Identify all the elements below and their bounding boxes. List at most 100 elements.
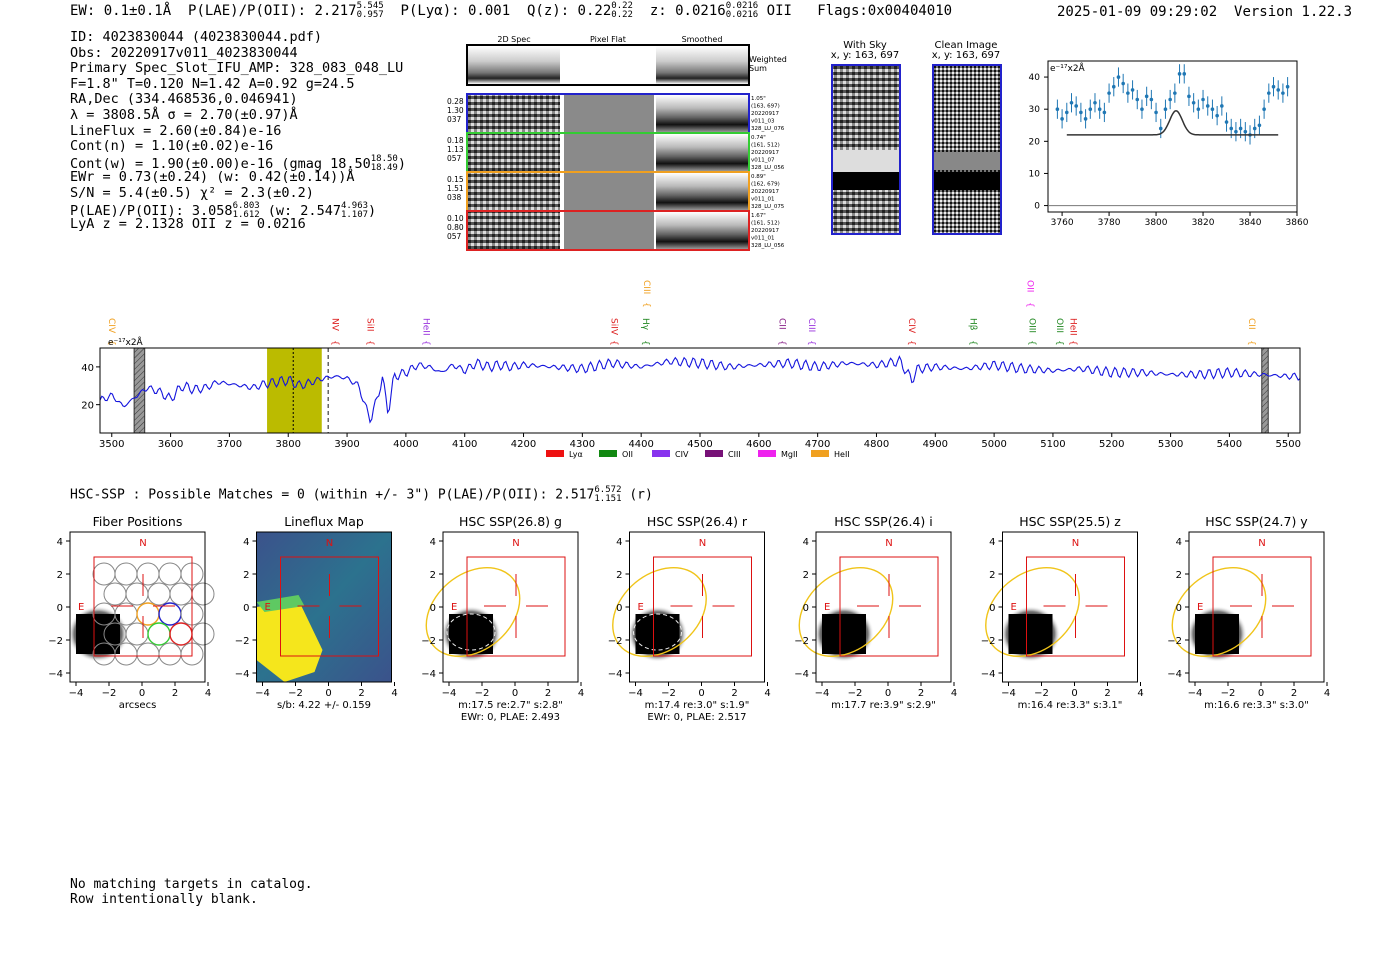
header-meta: 2025-01-09 09:29:02 Version 1.22.3: [1057, 4, 1352, 20]
hsc-ytick-label: −2: [1167, 636, 1182, 647]
fit-point: [1102, 110, 1107, 115]
cutout-flat: [564, 173, 654, 210]
cutout-right-label: 20220917: [751, 150, 779, 156]
east-label: E: [638, 602, 644, 613]
hsc-panel: Lineflux Map N E −4 −2 0 2 4 4 2 0 −2 −4 s/b: 4.22 +/…: [235, 514, 398, 711]
fit-point: [1210, 107, 1215, 111]
hsc-xtick-label: 4: [578, 688, 584, 699]
col-flat-label: Pixel Flat: [590, 35, 626, 44]
fit-point: [1093, 100, 1097, 105]
with-sky-title: With Sky: [843, 40, 887, 51]
spectral-line-name: CIV: [906, 318, 916, 334]
cutout-right-label: 328_LU_056: [751, 165, 785, 171]
cutout-right-label: 328_LU_056: [751, 243, 785, 249]
legend-label: OII: [622, 450, 633, 459]
hsc-ytick-label: 0: [989, 603, 995, 614]
fit-point: [1140, 107, 1144, 111]
hsc-ytick-label: 0: [1176, 603, 1182, 614]
hsc-panel-title: HSC SSP(26.4) r: [647, 514, 748, 529]
weighted-label: Weighted: [749, 55, 787, 64]
fit-point: [1083, 117, 1088, 121]
fit-point: [1163, 107, 1168, 111]
cutout-left-label: 057: [447, 154, 462, 163]
hsc-xtick-label: 0: [325, 688, 331, 699]
fit-point: [1238, 126, 1243, 131]
hsc-ytick-label: 2: [243, 570, 249, 581]
legend-label: CIII: [728, 450, 741, 459]
z-line: OII: [766, 3, 792, 19]
cutout-left-label: 0.28: [447, 97, 464, 106]
catalog-aperture-ellipse: [1171, 566, 1267, 658]
detection-info: ID: 4023830044 (4023830044.pdf) Obs: 202…: [70, 29, 406, 233]
hsc-ytick-label: −2: [421, 636, 436, 647]
spec-xtick-label: 4600: [746, 439, 771, 450]
east-label: E: [824, 602, 830, 613]
spectral-line-brace: {: [420, 340, 430, 346]
hsc-xtick-label: −2: [1221, 688, 1236, 699]
spectral-line-name: OIII: [1026, 318, 1036, 333]
spec-xtick-label: 5100: [1040, 439, 1065, 450]
fit-point: [1267, 91, 1271, 95]
cutout-left-label: 0.10: [447, 214, 464, 223]
spectral-line-brace: {: [609, 340, 619, 346]
spectral-line-label: CII {: [1246, 318, 1256, 346]
aperture-box: [839, 556, 939, 657]
hsc-ytick-label: 4: [430, 537, 436, 548]
legend-swatch: [599, 450, 617, 457]
hsc-xtick-label: −4: [815, 688, 830, 699]
hsc-title: HSC-SSP : Possible Matches = 0 (within +…: [70, 485, 653, 504]
cutout-left-label: 0.18: [447, 136, 464, 145]
legend-swatch: [652, 450, 670, 457]
info-ewr: EWr = 0.73(±0.24) (w: 0.42(±0.14))Å: [70, 169, 355, 186]
hsc-xtick-label: 2: [1104, 688, 1110, 699]
catalog-note-line2: Row intentionally blank.: [70, 892, 258, 907]
info-contw: Cont(w) = 1.90(±0.00)e-16 (gmag 18.50 18.…: [70, 153, 406, 173]
cutout-left-label: 057: [447, 232, 462, 241]
legend-swatch: [811, 450, 829, 457]
hsc-panel: Fiber Positions N E −4 −2 0 2 4 4 2 0 −2 −4 arcsecs: [48, 514, 215, 711]
col-smooth-label: Smoothed: [682, 35, 723, 44]
spec-xtick-label: 4400: [628, 439, 653, 450]
with-sky-xy: x, y: 163, 697: [831, 50, 900, 61]
dashed-aperture: [446, 613, 496, 651]
flags-value: Flags:0x00404010: [817, 3, 953, 19]
spectral-line-name: CIII: [806, 318, 816, 332]
hsc-xtick-label: 0: [512, 688, 518, 699]
hsc-ytick-label: −2: [981, 636, 996, 647]
hsc-panel-title: HSC SSP(26.4) i: [834, 514, 932, 529]
full-spectrum-plot: CIV{NV{SiII{HeII{SiIV{CIII{Hγ{CII{CIII{C…: [81, 280, 1301, 459]
hsc-ytick-label: 0: [803, 603, 809, 614]
fit-point: [1196, 107, 1201, 111]
fit-point: [1158, 126, 1163, 131]
spec-xtick-label: 4100: [452, 439, 477, 450]
cutout-right-label: 20220917: [751, 111, 779, 117]
cutout-left-label: 1.51: [447, 184, 464, 193]
spectral-line-label: SiII {: [365, 318, 375, 346]
spectral-line-brace: {: [365, 340, 375, 346]
fit-ytick-label: 40: [1029, 73, 1041, 83]
spec-xtick-label: 5200: [1099, 439, 1124, 450]
aperture-box: [280, 556, 379, 657]
qz-value: Q(z): 0.22: [526, 3, 612, 19]
spectral-line-label: CII {: [776, 318, 786, 346]
fit-point: [1088, 107, 1093, 111]
spectral-line-label: OIII {: [1026, 318, 1036, 346]
spec-xtick-label: 4800: [864, 439, 889, 450]
with-sky-panel: With Sky x, y: 163, 697: [831, 40, 901, 235]
hsc-ytick-label: 4: [57, 537, 63, 548]
hsc-xtick-label: 4: [951, 688, 957, 699]
hsc-ytick-label: −2: [235, 636, 250, 647]
hsc-xtick-label: −2: [475, 688, 490, 699]
cutout-right-label: 0.74": [751, 135, 766, 141]
fit-point: [1252, 126, 1257, 131]
north-label: N: [699, 538, 706, 549]
east-label: E: [451, 602, 457, 613]
spec-xtick-label: 4900: [923, 439, 948, 450]
info-plae: P(LAE)/P(OII): 3.058 6.803 1.612 (w: 2.547…: [70, 200, 377, 220]
fit-xtick-label: 3820: [1192, 218, 1215, 228]
hsc-ytick-label: 2: [430, 570, 436, 581]
spec-xtick-label: 3500: [99, 439, 124, 450]
spectral-line-label: SiIV {: [609, 318, 619, 346]
cutout-smooth: [656, 95, 748, 132]
